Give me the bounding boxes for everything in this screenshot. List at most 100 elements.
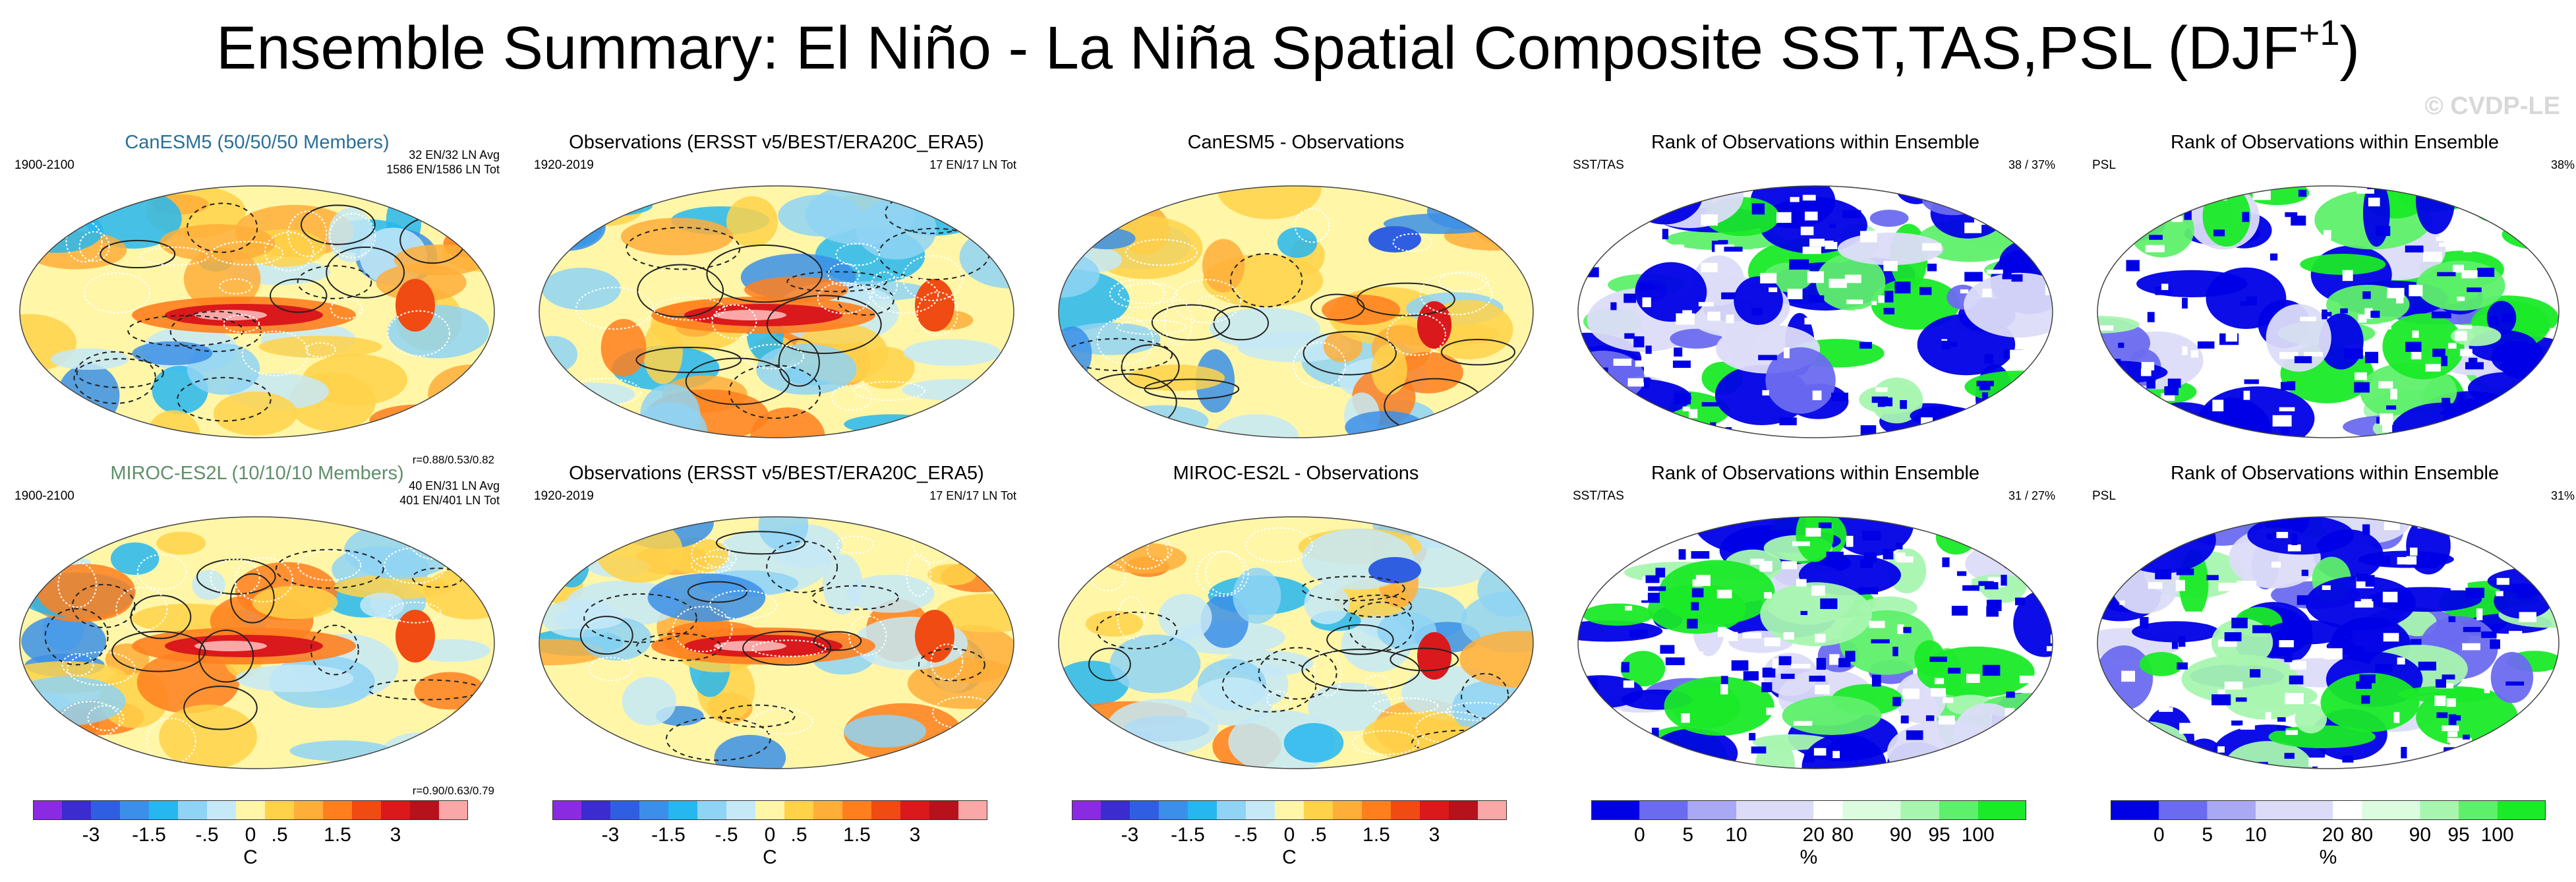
- variable-label: SST/TAS: [1573, 489, 1624, 503]
- colorbar-swatch: [1639, 800, 1688, 820]
- colorbar-swatch: [265, 800, 294, 820]
- period-label: 1920-2019: [534, 489, 594, 503]
- colorbar-swatch: [1900, 800, 1939, 820]
- colorbar-swatch: [1333, 800, 1362, 820]
- colorbar-tick-label: .5: [790, 824, 807, 846]
- temperature-colorbar: -3 -1.5 -.5 0 .5 1.5 3 C: [1072, 799, 1507, 878]
- colorbar-swatch: [1977, 800, 2026, 820]
- colorbar-swatch: [1304, 800, 1333, 820]
- colorbar-tick-label: 20: [2322, 824, 2345, 846]
- colorbar-swatch: [1813, 800, 1843, 820]
- colorbar-swatch: [1130, 800, 1159, 820]
- colorbar-swatch: [726, 800, 755, 820]
- colorbar-swatch: [410, 800, 439, 820]
- colorbar-swatch: [62, 800, 91, 820]
- colorbar-swatch: [2420, 800, 2459, 820]
- colorbar-swatch: [2333, 800, 2362, 820]
- colorbar-tick-label: -3: [601, 824, 620, 846]
- colorbar-tick-label: 3: [1428, 824, 1440, 846]
- colorbar-tick-label: 1.5: [1362, 824, 1390, 846]
- period-label: 1900-2100: [15, 158, 74, 172]
- colorbar-tick-label: 0: [764, 824, 776, 846]
- colorbar-tick-label: 80: [1831, 824, 1854, 846]
- colorbar-tick-label: 95: [1928, 824, 1950, 846]
- event-count: 17 EN/17 LN Tot: [929, 158, 1016, 171]
- colorbar-swatch: [178, 800, 207, 820]
- sst-anomaly-map: [539, 516, 1014, 769]
- colorbar-tick-label: 10: [1725, 824, 1747, 846]
- panel-title: CanESM5 - Observations: [1187, 132, 1405, 153]
- variable-label: PSL: [2092, 158, 2116, 172]
- sst-anomaly-map: [19, 516, 495, 769]
- rank-colorbar: 0 5 10 20 80 90 95 100%: [1591, 799, 2026, 878]
- rank-percent: 38%: [2550, 158, 2575, 171]
- panel-title: MIROC-ES2L - Observations: [1173, 463, 1419, 484]
- panel-rank-sst: Rank of Observations within Ensemble SST…: [1565, 132, 2066, 461]
- variable-label: PSL: [2092, 489, 2116, 503]
- colorbar-tick-label: -1.5: [1171, 824, 1205, 846]
- colorbar-tick-label: -.5: [195, 824, 219, 846]
- colorbar-unit: C: [243, 846, 258, 868]
- colorbar-swatch: [236, 800, 265, 820]
- colorbar-swatch: [120, 800, 149, 820]
- colorbar-swatch: [871, 800, 900, 820]
- colorbar-swatch: [668, 800, 697, 820]
- period-label: 1920-2019: [534, 158, 594, 172]
- colorbar-swatch: [581, 800, 610, 820]
- rank-map: [2097, 516, 2560, 769]
- colorbar-tick-label: -1.5: [132, 824, 166, 846]
- figure-title: Ensemble Summary: El Niño - La Niña Spat…: [216, 13, 2360, 82]
- colorbar-tick-label: 0: [245, 824, 256, 846]
- colorbar-swatch: [1391, 800, 1420, 820]
- colorbar-swatch: [697, 800, 726, 820]
- colorbar-tick-label: -.5: [1234, 824, 1258, 846]
- colorbar-tick-label: 80: [2351, 824, 2374, 846]
- colorbar-swatch: [352, 800, 381, 820]
- colorbar-tick-label: .5: [271, 824, 288, 846]
- panel-canesm5-composite: CanESM5 (50/50/50 Members) 1900-2100 32 …: [7, 132, 508, 466]
- rank-map: [2097, 185, 2560, 438]
- colorbar-tick-label: 1.5: [843, 824, 871, 846]
- colorbar-swatch: [1736, 800, 1814, 820]
- rank-map: [1577, 516, 2053, 769]
- temperature-colorbar: -3 -1.5 -.5 0 .5 1.5 3 C: [552, 799, 987, 878]
- colorbar-swatch: [1275, 800, 1304, 820]
- colorbar-swatch: [2362, 800, 2420, 820]
- colorbar-tick-label: 20: [1802, 824, 1825, 846]
- colorbar-swatch: [1842, 800, 1901, 820]
- colorbar-swatch: [552, 800, 581, 820]
- colorbar-swatch: [1449, 800, 1478, 820]
- colorbar-swatch: [1072, 800, 1101, 820]
- sst-anomaly-map: [539, 185, 1014, 438]
- colorbar-swatch: [1420, 800, 1449, 820]
- colorbar-swatch: [439, 800, 468, 820]
- panel-rank-psl: Rank of Observations within Ensemble PSL…: [2084, 463, 2576, 792]
- colorbar-swatch: [149, 800, 178, 820]
- colorbar-swatch: [929, 800, 958, 820]
- colorbar-unit: C: [1282, 846, 1297, 868]
- panel-rank-sst: Rank of Observations within Ensemble SST…: [1565, 463, 2066, 792]
- pattern-correlation: r=0.88/0.53/0.82: [412, 454, 494, 466]
- colorbar-swatch: [1101, 800, 1130, 820]
- colorbar-swatch: [1246, 800, 1275, 820]
- panel-difference: MIROC-ES2L - Observations: [1045, 463, 1546, 792]
- colorbar-swatch: [1591, 800, 1640, 820]
- colorbar-swatch: [842, 800, 871, 820]
- colorbar-swatch: [33, 800, 62, 820]
- colorbar-tick-label: 3: [909, 824, 921, 846]
- colorbar-tick-label: 100: [1961, 824, 1995, 846]
- colorbar-swatch: [2207, 800, 2256, 820]
- panel-title: Rank of Observations within Ensemble: [1651, 132, 1980, 153]
- colorbar-unit: C: [763, 846, 777, 868]
- rank-percent: 31 / 27%: [2008, 489, 2055, 502]
- panel-observations: Observations (ERSST v5/BEST/ERA20C_ERA5)…: [526, 132, 1027, 461]
- colorbar-tick-label: 0: [2153, 824, 2165, 846]
- colorbar-tick-label: 3: [390, 824, 401, 846]
- rank-map: [1577, 185, 2053, 438]
- colorbar-swatch: [2159, 800, 2208, 820]
- panel-title: Rank of Observations within Ensemble: [2170, 463, 2500, 484]
- colorbar-tick-label: 100: [2480, 824, 2514, 846]
- rank-percent: 38 / 37%: [2008, 158, 2055, 171]
- variable-label: SST/TAS: [1573, 158, 1624, 172]
- pattern-correlation: r=0.90/0.63/0.79: [412, 784, 494, 797]
